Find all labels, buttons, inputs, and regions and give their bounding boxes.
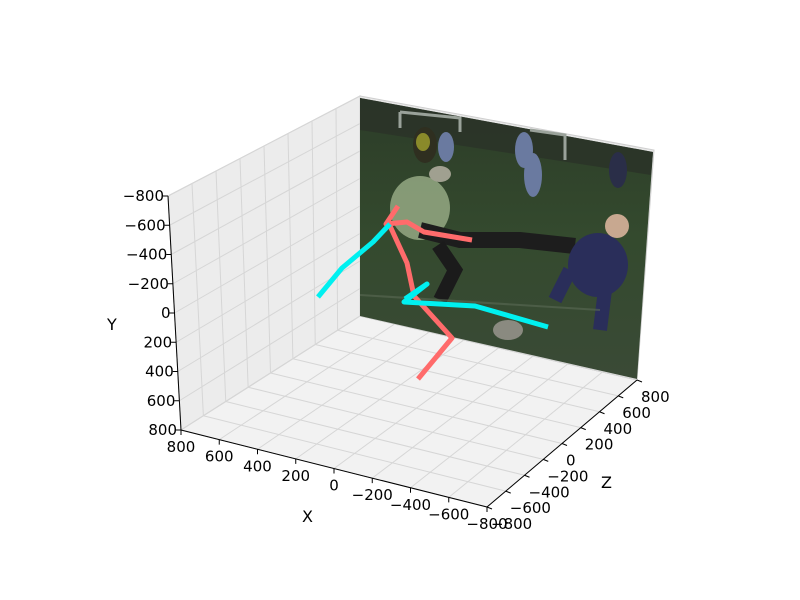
right-limb-line [383, 204, 473, 243]
grid-line [311, 120, 316, 345]
grid-line [179, 288, 361, 402]
grid-line [287, 133, 294, 359]
grid-line [180, 315, 361, 431]
y-tick-label: −200 [128, 275, 169, 293]
grid-line [335, 108, 339, 331]
y-tick-label: −600 [124, 216, 165, 234]
z-tick [561, 443, 568, 446]
grid-line [371, 355, 534, 479]
grid-line [263, 145, 271, 374]
z-axis-label: Z [601, 473, 612, 492]
z-tick [599, 411, 605, 415]
z-tick-label: 800 [641, 388, 670, 406]
z-tick-label: 600 [622, 404, 651, 422]
y-tick-label: −400 [126, 246, 167, 264]
z-tick [636, 379, 643, 383]
y-tick-label: 200 [143, 333, 172, 351]
grid-line [292, 358, 581, 429]
axis-ticks: −800−600−400−200020040060080080060040020… [123, 187, 670, 533]
z-tick [580, 427, 586, 431]
x-tick-label: 600 [205, 448, 234, 466]
y-tick-label: 800 [148, 421, 177, 439]
x-tick-label: −800 [466, 515, 507, 533]
x-tick-label: −200 [352, 486, 393, 504]
x-tick-label: −400 [390, 496, 431, 514]
grid-line [315, 344, 600, 413]
grid-line [410, 363, 569, 489]
y-tick-label: −800 [123, 187, 164, 205]
grid-line [175, 233, 361, 343]
z-tick-label: 400 [604, 420, 633, 438]
left-limb-line [316, 222, 392, 299]
left-limb-line [401, 281, 549, 330]
z-tick [505, 490, 511, 494]
z-tick-label: −600 [510, 499, 551, 517]
z-tick-label: −400 [529, 483, 570, 501]
z-tick [618, 395, 624, 399]
x-axis-label: X [302, 507, 313, 526]
y-axis-label: Y [106, 315, 117, 334]
x-tick-label: −600 [428, 505, 469, 523]
z-tick-label: 200 [585, 436, 614, 454]
grid-line [448, 371, 603, 498]
y-tick-label: 600 [147, 392, 176, 410]
grid-line [359, 315, 638, 381]
x-tick-label: 0 [329, 477, 339, 495]
z-tick-label: 0 [566, 452, 576, 470]
x-tick-label: 200 [281, 467, 310, 485]
z-tick [524, 474, 530, 478]
soccer-photo [359, 98, 653, 379]
y-tick-label: 400 [145, 363, 174, 381]
z-tick-label: −200 [547, 467, 588, 485]
grid-line [270, 372, 563, 444]
pose-skeleton [316, 204, 549, 381]
x-tick-label: 800 [167, 438, 196, 456]
z-tick [543, 458, 549, 462]
z-tick [486, 506, 493, 510]
y-tick-label: 0 [161, 304, 171, 322]
grid-line [337, 329, 619, 397]
z-tick-label: −800 [491, 515, 532, 533]
x-tick-label: 400 [243, 457, 272, 475]
